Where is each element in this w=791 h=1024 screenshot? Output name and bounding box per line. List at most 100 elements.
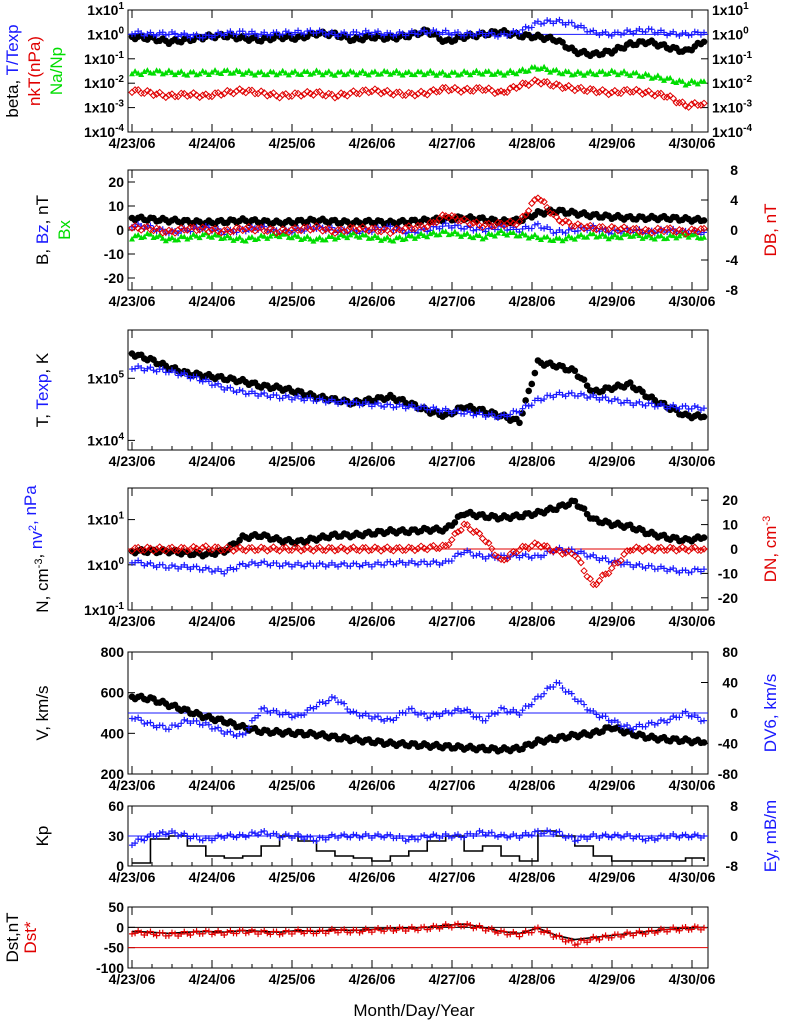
data-point — [574, 227, 581, 234]
data-point — [132, 559, 139, 566]
data-point — [322, 563, 329, 570]
data-point — [381, 562, 388, 569]
data-point — [624, 722, 631, 729]
data-point — [156, 67, 163, 74]
data-point — [581, 391, 588, 398]
data-point — [562, 834, 569, 841]
x-tick-label: 4/26/06 — [349, 613, 396, 629]
data-point — [328, 925, 335, 932]
data-point — [661, 926, 668, 933]
data-point — [550, 934, 557, 941]
data-point — [178, 564, 185, 571]
right-y-tick-label: 8 — [730, 798, 738, 814]
data-point — [402, 405, 409, 412]
data-point — [187, 34, 194, 41]
data-point — [408, 557, 415, 564]
panel-p3: 4/23/06 4/24/06 4/25/06 4/26/06 4/27/06 4/28/… — [33, 329, 716, 469]
data-point — [184, 564, 191, 571]
data-point — [439, 29, 446, 36]
plot-frame — [127, 9, 709, 133]
data-point — [282, 69, 289, 76]
data-point — [196, 836, 203, 843]
data-point — [642, 233, 649, 240]
data-point — [162, 93, 170, 102]
data-point — [645, 72, 652, 78]
data-point — [313, 837, 320, 844]
data-point — [621, 833, 628, 840]
data-point — [491, 89, 499, 98]
data-point — [215, 29, 222, 36]
data-point — [614, 71, 621, 78]
data-point — [604, 90, 613, 99]
y-axis-label: Kp — [33, 826, 52, 847]
data-point — [516, 835, 523, 841]
data-point — [267, 931, 274, 938]
data-point — [580, 376, 588, 383]
data-point — [365, 561, 372, 568]
data-point — [338, 398, 345, 405]
x-tick-label: 4/29/06 — [589, 135, 636, 151]
data-point — [541, 63, 548, 70]
data-point — [531, 76, 539, 84]
data-point — [648, 90, 656, 98]
data-point — [218, 31, 225, 38]
data-point — [375, 559, 382, 566]
data-point — [558, 550, 567, 558]
data-point — [595, 223, 604, 231]
data-point — [153, 833, 160, 840]
data-point — [701, 78, 707, 84]
data-point — [316, 395, 323, 402]
data-point — [491, 832, 498, 839]
data-point — [263, 547, 272, 555]
data-point — [190, 231, 197, 237]
y-axis-label-secondary: Dst* — [21, 921, 40, 954]
right-y-tick-label: 10 — [722, 517, 738, 533]
data-point — [617, 69, 624, 76]
data-point — [667, 716, 674, 723]
data-point — [577, 70, 584, 76]
data-point — [633, 723, 640, 730]
data-point — [626, 379, 634, 386]
data-point — [544, 685, 551, 692]
series-black — [128, 206, 708, 228]
data-point — [168, 69, 175, 75]
data-point — [611, 68, 618, 75]
data-point — [541, 396, 548, 403]
data-point — [239, 71, 246, 77]
x-tick-label: 4/27/06 — [429, 869, 476, 885]
data-point — [498, 927, 505, 934]
data-point — [525, 553, 532, 560]
data-point — [297, 547, 305, 555]
data-point — [132, 840, 139, 847]
data-point — [528, 199, 536, 208]
plot-frame — [127, 906, 709, 969]
data-point — [673, 926, 680, 933]
data-point — [519, 405, 526, 412]
data-point — [538, 693, 545, 700]
series-black — [132, 830, 705, 864]
data-point — [491, 928, 498, 935]
data-point — [451, 529, 459, 538]
data-point — [252, 714, 259, 721]
data-point — [393, 560, 400, 567]
data-point — [454, 230, 461, 237]
data-point — [418, 833, 425, 840]
data-point — [641, 545, 650, 553]
data-point — [485, 84, 493, 92]
x-tick-label: 4/30/06 — [669, 971, 716, 987]
data-point — [205, 565, 212, 572]
right-y-tick-label: 1x101 — [712, 1, 749, 18]
data-point — [371, 401, 378, 408]
data-point — [592, 580, 601, 589]
data-point — [242, 225, 250, 233]
data-point — [353, 560, 360, 567]
data-point — [479, 829, 486, 836]
data-point — [341, 560, 348, 567]
data-point — [226, 228, 235, 236]
data-point — [568, 389, 575, 396]
data-point — [227, 234, 234, 241]
data-point — [233, 31, 240, 38]
data-point — [144, 561, 151, 568]
y-tick-label: -10 — [104, 246, 124, 262]
data-point — [338, 30, 345, 37]
